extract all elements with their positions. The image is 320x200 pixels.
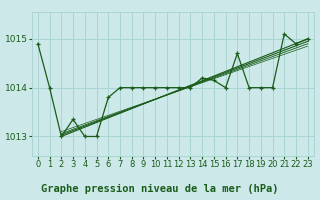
Text: Graphe pression niveau de la mer (hPa): Graphe pression niveau de la mer (hPa) (41, 184, 279, 194)
